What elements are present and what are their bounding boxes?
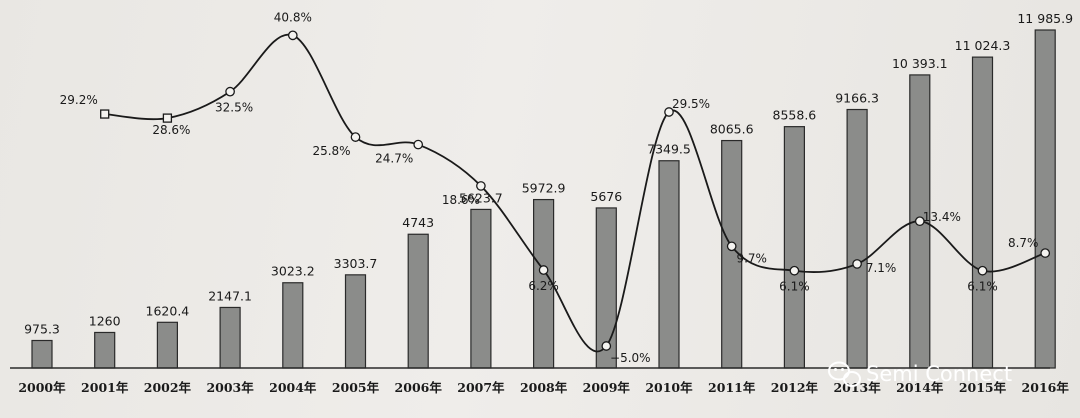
bar-value-label: 3023.2 bbox=[271, 264, 315, 279]
x-tick-label: 2000年 bbox=[18, 380, 66, 395]
growth-label: 32.5% bbox=[215, 101, 253, 115]
growth-label: 13.4% bbox=[923, 210, 961, 224]
x-tick-label: 2014年 bbox=[896, 380, 944, 395]
bar-value-label: 2147.1 bbox=[208, 288, 252, 303]
watermark-text: Semi Connect bbox=[866, 362, 1012, 386]
growth-label: 28.6% bbox=[152, 123, 190, 137]
bar-2016年 bbox=[1034, 29, 1056, 369]
bar-2007年 bbox=[470, 208, 492, 369]
growth-label: 24.7% bbox=[375, 152, 413, 166]
wechat-icon bbox=[828, 361, 861, 387]
bar-value-label: 7349.5 bbox=[647, 142, 691, 157]
bar-2006年 bbox=[407, 233, 429, 369]
growth-label: 6.2% bbox=[528, 279, 559, 293]
x-tick-label: 2001年 bbox=[81, 380, 129, 395]
bar-2003年 bbox=[219, 306, 241, 369]
x-tick-label: 2015年 bbox=[959, 380, 1007, 395]
x-tick-label: 2016年 bbox=[1022, 380, 1070, 395]
x-tick-label: 2009年 bbox=[583, 380, 631, 395]
x-tick-label: 2006年 bbox=[395, 380, 443, 395]
growth-label: 6.1% bbox=[779, 280, 810, 294]
growth-line-layer bbox=[100, 30, 1051, 353]
growth-point bbox=[977, 265, 988, 276]
bar-value-label: 3303.7 bbox=[334, 256, 378, 271]
x-tick-label: 2003年 bbox=[206, 380, 254, 395]
x-tick-label: 2008年 bbox=[520, 380, 568, 395]
bar-value-label: 5676 bbox=[590, 189, 622, 204]
growth-point bbox=[726, 241, 737, 252]
labels-layer: 975.3 1260 1620.4 2147.1 3023.2 3303.7 4743 562… bbox=[24, 10, 1073, 365]
bar-value-label: 11 985.9 bbox=[1017, 11, 1073, 26]
growth-label: 25.8% bbox=[312, 144, 350, 158]
bar-value-label: 4743 bbox=[402, 215, 434, 230]
growth-point-square bbox=[162, 113, 173, 123]
growth-label: 7.1% bbox=[866, 261, 897, 275]
bar-2010年 bbox=[658, 160, 680, 369]
growth-point bbox=[350, 132, 361, 142]
bar-value-label: 9166.3 bbox=[835, 91, 879, 106]
bar-2005年 bbox=[344, 274, 367, 369]
bar-value-label: 5972.9 bbox=[522, 181, 566, 196]
bar-2012年 bbox=[783, 126, 806, 369]
growth-point bbox=[914, 216, 925, 227]
growth-point bbox=[538, 265, 549, 275]
bar-value-label: 975.3 bbox=[24, 321, 60, 336]
growth-point bbox=[601, 341, 612, 351]
growth-point bbox=[225, 86, 235, 97]
growth-label: 9.7% bbox=[736, 251, 767, 265]
growth-line bbox=[104, 33, 1046, 353]
bar-value-label: 1260 bbox=[89, 313, 121, 328]
growth-label: 6.1% bbox=[967, 280, 998, 294]
bar-2000年 bbox=[31, 339, 53, 369]
watermark: Semi Connect bbox=[828, 361, 1012, 387]
growth-label: 29.5% bbox=[672, 97, 710, 111]
bar-2015年 bbox=[971, 56, 994, 369]
x-tick-label: 2002年 bbox=[144, 380, 192, 395]
x-tick-label: 2011年 bbox=[708, 380, 756, 395]
growth-point bbox=[287, 30, 298, 41]
growth-point bbox=[1040, 248, 1051, 258]
growth-point-square bbox=[100, 109, 110, 119]
growth-label: 8.7% bbox=[1008, 236, 1039, 250]
bar-2002年 bbox=[156, 321, 178, 369]
bar-2013年 bbox=[846, 108, 868, 369]
bar-value-label: 5623.7 bbox=[459, 190, 503, 205]
growth-point bbox=[664, 107, 674, 117]
growth-point bbox=[413, 139, 424, 150]
x-tick-label: 2004年 bbox=[269, 380, 317, 395]
x-tick-label: 2010年 bbox=[645, 380, 693, 395]
x-tick-label: 2005年 bbox=[332, 380, 380, 395]
growth-label: 40.8% bbox=[274, 10, 312, 24]
x-tick-label: 2012年 bbox=[771, 380, 819, 395]
growth-point bbox=[789, 265, 800, 276]
bar-2001年 bbox=[94, 331, 116, 369]
bar-value-label: 10 393.1 bbox=[892, 56, 948, 71]
x-tick-label: 2007年 bbox=[457, 380, 505, 395]
bar-value-label: 11 024.3 bbox=[955, 38, 1011, 53]
growth-point bbox=[852, 259, 862, 269]
growth-point bbox=[476, 181, 486, 191]
growth-label: 29.2% bbox=[60, 93, 98, 107]
bar-2004年 bbox=[282, 282, 304, 369]
growth-label: −5.0% bbox=[610, 351, 651, 365]
bar-value-label: 8558.6 bbox=[773, 108, 817, 123]
bar-value-label: 8065.6 bbox=[710, 122, 754, 137]
bar-value-label: 1620.4 bbox=[146, 303, 190, 318]
growth-label: 18.6% bbox=[442, 193, 480, 207]
